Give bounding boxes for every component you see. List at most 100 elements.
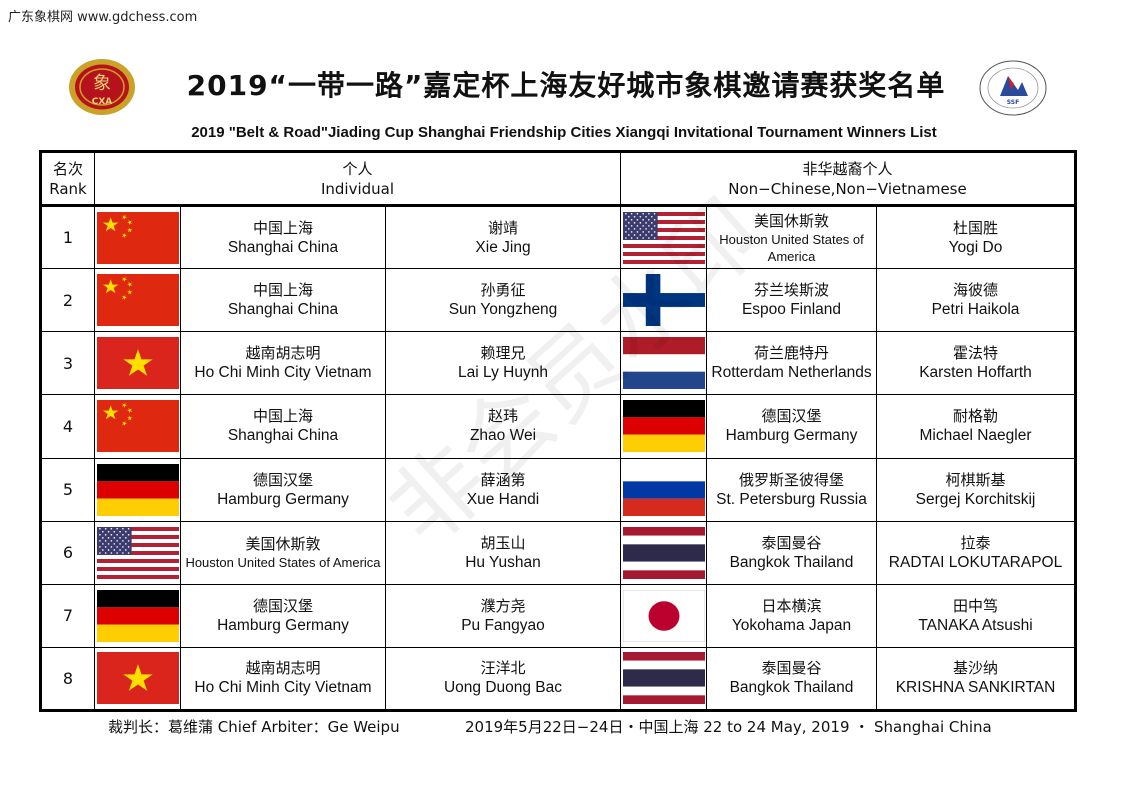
individual-name-en: Uong Duong Bac — [443, 679, 563, 697]
ssf-logo-text: SSF — [1007, 99, 1019, 106]
header-rank-en: Rank — [49, 179, 87, 198]
non-chinese-place: 芬兰埃斯波 Espoo Finland — [706, 268, 877, 333]
non-chinese-name-cn: 耐格勒 — [953, 407, 999, 426]
footer-arbiter: 裁判长：葛维蒲 Chief Arbiter：Ge Weipu — [108, 718, 400, 736]
non-chinese-name-cn: 海彼德 — [953, 281, 999, 300]
china-flag — [96, 211, 179, 264]
individual-place-cn: 中国上海 — [252, 407, 313, 426]
vietnam-flag — [96, 337, 179, 390]
ssf-logo: SSF — [979, 60, 1047, 116]
individual-name-cn: 汪洋北 — [480, 659, 526, 678]
individual-place-en: Shanghai China — [227, 238, 339, 256]
individual-flag-cell — [94, 583, 181, 648]
header-rank: 名次 Rank — [40, 151, 95, 207]
individual-flag-cell — [94, 394, 181, 459]
individual-name-cn: 薛涵第 — [480, 470, 526, 489]
individual-place: 中国上海 Shanghai China — [180, 394, 386, 459]
non-chinese-flag-cell — [620, 646, 707, 712]
individual-place-cn: 中国上海 — [252, 281, 313, 300]
non-chinese-place-en: St. Petersburg Russia — [716, 490, 867, 508]
non-chinese-place: 俄罗斯圣彼得堡 St. Petersburg Russia — [706, 457, 877, 522]
individual-name-cn: 赵玮 — [487, 407, 518, 426]
individual-place: 越南胡志明 Ho Chi Minh City Vietnam — [180, 646, 386, 712]
page-subtitle: 2019 "Belt & Road"Jiading Cup Shanghai F… — [191, 124, 937, 141]
individual-name: 谢靖 Xie Jing — [385, 204, 621, 270]
individual-name-en: Pu Fangyao — [461, 616, 545, 634]
table-row: 6 美国休斯敦 Houston United States of America 胡玉… — [40, 520, 1077, 585]
non-chinese-name-en: Michael Naegler — [919, 427, 1032, 445]
non-chinese-flag-cell — [620, 268, 707, 333]
non-chinese-flag-cell — [620, 457, 707, 522]
non-chinese-name: 杜国胜 Yogi Do — [875, 204, 1077, 270]
non-chinese-flag-cell — [620, 583, 707, 648]
non-chinese-name: 基沙纳 KRISHNA SANKIRTAN — [875, 646, 1077, 712]
individual-place-cn: 中国上海 — [252, 218, 313, 237]
individual-place-cn: 越南胡志明 — [245, 659, 321, 678]
non-chinese-name-en: RADTAI LOKUTARAPOL — [888, 553, 1063, 571]
table-row: 1 中国上海 Shanghai China 谢靖 Xie Jing 美国休斯敦 Housto… — [40, 204, 1077, 270]
winners-table: 名次 Rank 个人 Individual 非华越裔个人 Non−Chinese… — [39, 150, 1078, 712]
header-individual-cn: 个人 — [342, 159, 373, 178]
header-rank-cn: 名次 — [52, 159, 83, 178]
usa-flag — [622, 211, 705, 264]
germany-flag — [96, 589, 179, 642]
individual-name: 薛涵第 Xue Handi — [385, 457, 621, 522]
rank-cell: 8 — [40, 646, 95, 712]
non-chinese-name-en: Petri Haikola — [931, 301, 1020, 319]
individual-name-cn: 濮方尧 — [480, 596, 526, 615]
thailand-flag — [622, 526, 705, 579]
rank-cell: 7 — [40, 583, 95, 648]
non-chinese-place-cn: 日本横滨 — [761, 596, 822, 615]
individual-name-en: Zhao Wei — [469, 427, 537, 445]
individual-name-en: Xie Jing — [475, 238, 531, 256]
individual-name-en: Hu Yushan — [465, 553, 541, 571]
japan-flag — [622, 589, 705, 642]
individual-name-cn: 赖理兄 — [480, 344, 526, 363]
non-chinese-name-en: Yogi Do — [948, 238, 1003, 256]
non-chinese-place-cn: 荷兰鹿特丹 — [753, 344, 829, 363]
table-row: 5 德国汉堡 Hamburg Germany 薛涵第 Xue Handi 俄罗斯圣彼得堡 S… — [40, 457, 1077, 522]
non-chinese-name-cn: 拉泰 — [960, 533, 991, 552]
non-chinese-place-cn: 泰国曼谷 — [761, 533, 822, 552]
table-row: 3 越南胡志明 Ho Chi Minh City Vietnam 赖理兄 Lai Ly … — [40, 331, 1077, 396]
rank-cell: 4 — [40, 394, 95, 459]
china-flag — [96, 274, 179, 327]
table-row: 7 德国汉堡 Hamburg Germany 濮方尧 Pu Fangyao 日本横滨 Yok… — [40, 583, 1077, 648]
non-chinese-name: 拉泰 RADTAI LOKUTARAPOL — [875, 520, 1077, 585]
header-individual-en: Individual — [320, 179, 395, 198]
rank-cell: 6 — [40, 520, 95, 585]
individual-name-en: Sun Yongzheng — [448, 301, 558, 319]
individual-name-en: Xue Handi — [466, 490, 540, 508]
non-chinese-place-en: Yokohama Japan — [731, 616, 852, 634]
individual-name-en: Lai Ly Huynh — [458, 364, 548, 382]
non-chinese-name-cn: 基沙纳 — [953, 659, 999, 678]
non-chinese-place-en: Hamburg Germany — [725, 427, 858, 445]
table-row: 8 越南胡志明 Ho Chi Minh City Vietnam 汪洋北 Uong Du… — [40, 646, 1077, 712]
rank-cell: 5 — [40, 457, 95, 522]
individual-place-cn: 美国休斯敦 — [245, 535, 321, 554]
netherlands-flag — [622, 337, 705, 390]
non-chinese-place: 泰国曼谷 Bangkok Thailand — [706, 520, 877, 585]
individual-place: 美国休斯敦 Houston United States of America — [180, 520, 386, 585]
individual-place: 德国汉堡 Hamburg Germany — [180, 457, 386, 522]
cxa-logo: 象 CXA — [69, 59, 135, 115]
individual-place-cn: 德国汉堡 — [252, 470, 313, 489]
non-chinese-name: 田中笃 TANAKA Atsushi — [875, 583, 1077, 648]
non-chinese-place: 荷兰鹿特丹 Rotterdam Netherlands — [706, 331, 877, 396]
non-chinese-place-en: Bangkok Thailand — [729, 553, 854, 571]
non-chinese-name-en: Sergej Korchitskij — [915, 490, 1036, 508]
non-chinese-flag-cell — [620, 331, 707, 396]
russia-flag — [622, 463, 705, 516]
rank-cell: 2 — [40, 268, 95, 333]
non-chinese-place-cn: 俄罗斯圣彼得堡 — [738, 470, 844, 489]
individual-flag-cell — [94, 204, 181, 270]
individual-place: 德国汉堡 Hamburg Germany — [180, 583, 386, 648]
usa-flag — [96, 526, 179, 579]
individual-place: 越南胡志明 Ho Chi Minh City Vietnam — [180, 331, 386, 396]
page-title: 2019“一带一路”嘉定杯上海友好城市象棋邀请赛获奖名单 — [186, 69, 946, 102]
table-header-row: 名次 Rank 个人 Individual 非华越裔个人 Non−Chinese… — [40, 151, 1077, 207]
individual-name-cn: 谢靖 — [487, 218, 518, 237]
cxa-logo-glyph: 象 — [93, 73, 111, 94]
rank-cell: 1 — [40, 204, 95, 270]
non-chinese-place-en: Bangkok Thailand — [729, 679, 854, 697]
